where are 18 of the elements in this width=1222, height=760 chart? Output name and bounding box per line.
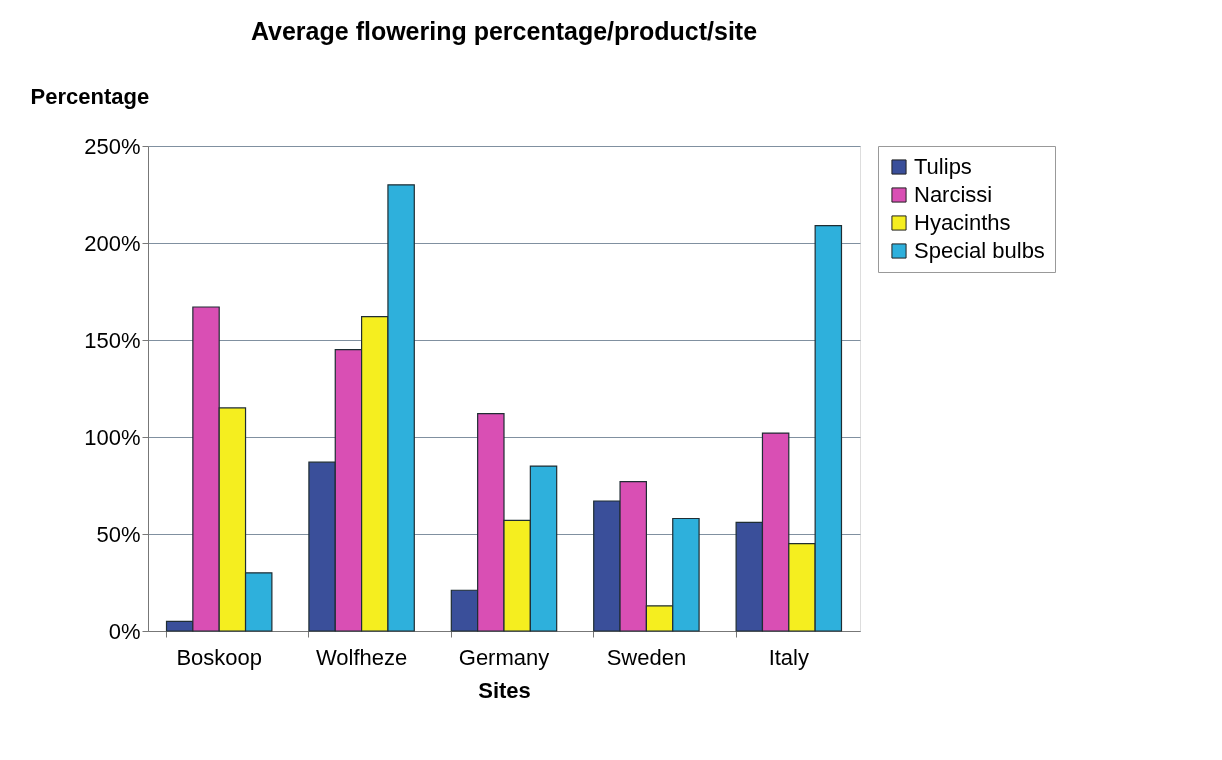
y-tick-label: 100%	[84, 424, 141, 450]
legend-label: Hyacinths	[914, 210, 1011, 235]
legend-label: Narcissi	[914, 182, 993, 207]
x-tick-label: Boskoop	[176, 644, 263, 670]
y-axis-title: Percentage	[30, 83, 150, 109]
y-tick-label: 50%	[96, 521, 141, 547]
y-tick-label: 200%	[84, 230, 141, 256]
x-tick-label: Sweden	[606, 644, 687, 670]
x-tick-label: Wolfheze	[315, 644, 408, 670]
y-tick-label: 150%	[84, 327, 141, 353]
legend-label: Special bulbs	[914, 238, 1045, 263]
y-tick-label: 0%	[108, 618, 141, 644]
x-tick-label: Germany	[458, 644, 550, 670]
chart-title: Average flowering percentage/product/site	[250, 17, 758, 45]
legend-label: Tulips	[914, 154, 972, 179]
x-tick-label: Italy	[768, 644, 809, 670]
y-tick-label: 250%	[84, 133, 141, 159]
x-axis-title: Sites	[478, 677, 531, 703]
